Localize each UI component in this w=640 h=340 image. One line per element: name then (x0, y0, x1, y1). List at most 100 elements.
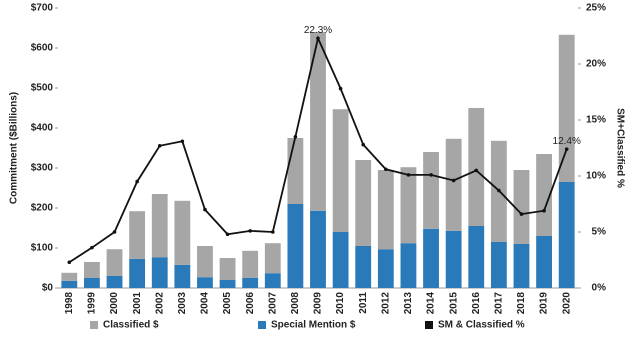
x-tick-label: 2001 (132, 292, 143, 315)
line-point (270, 230, 275, 234)
line-point (519, 212, 524, 216)
y-tick-label: $400 (31, 123, 54, 134)
bar-segment (106, 249, 123, 276)
x-tick-label: 2004 (200, 292, 211, 315)
bar-segment (536, 154, 552, 236)
bar-segment (558, 34, 575, 182)
bar-segment (332, 109, 349, 232)
y-tick-label: $100 (31, 243, 54, 254)
bar-segment (106, 276, 123, 288)
line-point (90, 245, 94, 250)
bar-segment (310, 32, 326, 211)
x-tick-label: 2005 (222, 292, 233, 315)
legend-swatch (258, 321, 266, 329)
line-point (203, 207, 207, 212)
line-point (361, 142, 366, 147)
bar-segment (197, 246, 213, 278)
legend-label: SM & Classified % (438, 320, 525, 331)
y2-tick-label: 15% (586, 115, 606, 126)
bar-segment (264, 243, 281, 274)
bar-segment (287, 138, 304, 204)
bar-segment (355, 160, 372, 246)
line-point (316, 36, 320, 41)
x-tick-label: 2014 (426, 292, 437, 315)
y-tick-label: $300 (31, 163, 54, 174)
legend-label: Classified $ (103, 320, 159, 331)
line-point (451, 178, 456, 183)
bar-segment (242, 278, 259, 288)
legend-swatch (425, 321, 433, 329)
bar-segment (468, 226, 485, 288)
bar-segment (400, 167, 417, 244)
legend-label: Special Mention $ (271, 320, 356, 331)
bar-segment (151, 194, 168, 258)
line-point (542, 208, 546, 213)
line-point (338, 86, 343, 91)
bar-segment (400, 243, 417, 288)
x-tick-label: 2019 (539, 292, 550, 315)
y2-axis-label: SM+Classified % (614, 108, 625, 188)
x-tick-label: 2018 (516, 292, 527, 315)
bar-segment (355, 246, 372, 288)
y2-tick-label: 5% (592, 227, 607, 238)
bar-segment (242, 250, 259, 278)
bar-segment (423, 228, 439, 288)
y2-tick-label: 25% (586, 3, 606, 14)
bar-segment (174, 200, 191, 265)
bar-segment (558, 182, 575, 288)
data-label: 12.4% (553, 136, 581, 147)
bar-segment (197, 277, 213, 288)
line-point (384, 167, 388, 172)
line-point (112, 230, 117, 234)
line-point (474, 168, 479, 173)
bar-segment (61, 280, 78, 288)
line-point (135, 179, 139, 184)
bar-segment (377, 249, 394, 288)
bar-segment (513, 170, 530, 244)
bar-segment (536, 236, 552, 288)
bar-segment (332, 232, 349, 288)
bar-segment (490, 242, 507, 288)
bar-segment (174, 264, 191, 288)
y-tick-label: $0 (42, 283, 54, 294)
x-tick-label: 2000 (109, 292, 120, 315)
line-point (564, 147, 569, 151)
y2-tick-label: 0% (592, 283, 607, 294)
bar-segment (287, 204, 304, 288)
x-tick-label: 2002 (154, 292, 165, 315)
bar-segment (219, 280, 236, 288)
x-tick-label: 2016 (471, 292, 482, 315)
bar-segment (151, 257, 168, 288)
line-point (225, 232, 230, 237)
data-label: 22.3% (304, 25, 332, 36)
bar-segment (468, 108, 485, 226)
x-tick-label: 2007 (267, 292, 278, 315)
x-tick-label: 1998 (64, 292, 75, 315)
x-tick-label: 2008 (290, 292, 301, 315)
x-tick-label: 2011 (358, 292, 369, 314)
y2-tick-label: 10% (586, 171, 606, 182)
bar-segment (61, 272, 78, 281)
x-tick-label: 2020 (561, 292, 572, 315)
x-tick-label: 2015 (448, 292, 459, 315)
line-point (180, 139, 185, 144)
x-tick-label: 2003 (177, 292, 188, 315)
y-tick-label: $700 (31, 3, 54, 14)
y2-tick-label: 20% (586, 59, 606, 70)
y-axis-label: Commitment ($Billions) (9, 92, 20, 204)
y-tick-label: $200 (31, 203, 54, 214)
x-tick-label: 2017 (494, 292, 505, 315)
line-point (293, 135, 298, 139)
x-tick-label: 1999 (87, 292, 98, 315)
bar-segment (310, 210, 326, 288)
line-point (429, 173, 433, 177)
y-tick-label: $500 (31, 83, 54, 94)
bar-segment (219, 258, 236, 280)
bar-segment (445, 230, 462, 288)
x-tick-label: 2009 (313, 292, 324, 315)
x-tick-label: 2006 (245, 292, 256, 315)
line-point (67, 260, 72, 265)
line-point (406, 173, 411, 177)
line-point (248, 229, 252, 233)
